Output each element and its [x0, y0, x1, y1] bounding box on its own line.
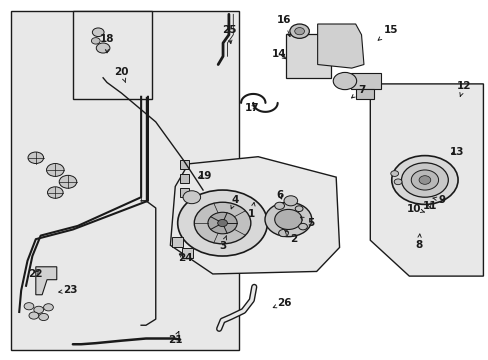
- Text: 4: 4: [230, 195, 238, 209]
- Polygon shape: [170, 157, 339, 274]
- Circle shape: [46, 163, 64, 176]
- Circle shape: [217, 220, 227, 226]
- Text: 13: 13: [448, 147, 463, 157]
- Circle shape: [289, 24, 309, 39]
- Text: 12: 12: [456, 81, 470, 96]
- Circle shape: [284, 196, 297, 206]
- Circle shape: [194, 202, 250, 244]
- Circle shape: [390, 171, 398, 176]
- Circle shape: [207, 212, 237, 234]
- Text: 7: 7: [351, 85, 365, 98]
- Circle shape: [393, 179, 401, 185]
- Text: 17: 17: [244, 103, 259, 113]
- Circle shape: [274, 210, 302, 229]
- Text: 2: 2: [285, 230, 296, 244]
- Circle shape: [274, 202, 284, 210]
- Bar: [355, 89, 373, 99]
- Circle shape: [401, 163, 447, 197]
- Text: 25: 25: [221, 25, 236, 44]
- Text: 14: 14: [271, 49, 286, 59]
- Text: 3: 3: [219, 236, 226, 251]
- Polygon shape: [317, 24, 363, 68]
- Circle shape: [39, 314, 48, 320]
- Circle shape: [295, 206, 303, 212]
- Polygon shape: [369, 84, 483, 276]
- Text: 8: 8: [415, 234, 422, 250]
- Text: 22: 22: [28, 269, 43, 279]
- Text: 18: 18: [100, 35, 114, 53]
- Text: 5: 5: [300, 217, 313, 228]
- Bar: [182, 248, 192, 258]
- Text: 24: 24: [177, 253, 192, 263]
- Text: 11: 11: [422, 201, 436, 211]
- Circle shape: [298, 224, 307, 230]
- Text: 15: 15: [377, 25, 397, 40]
- Bar: [11, 11, 238, 350]
- Text: 19: 19: [197, 171, 211, 181]
- Text: 26: 26: [273, 298, 291, 308]
- Circle shape: [278, 229, 288, 237]
- Bar: [180, 174, 188, 183]
- Circle shape: [91, 38, 100, 44]
- Circle shape: [34, 306, 43, 314]
- Circle shape: [59, 175, 77, 188]
- Circle shape: [183, 191, 200, 204]
- Polygon shape: [36, 267, 57, 295]
- Circle shape: [47, 187, 63, 198]
- Circle shape: [294, 28, 304, 35]
- Text: 20: 20: [114, 67, 129, 82]
- Circle shape: [332, 72, 356, 90]
- Circle shape: [177, 190, 267, 256]
- Bar: [172, 237, 183, 247]
- Circle shape: [391, 156, 457, 204]
- Bar: [73, 11, 152, 99]
- Circle shape: [28, 152, 43, 163]
- Circle shape: [24, 303, 34, 310]
- Text: 23: 23: [59, 285, 77, 296]
- Circle shape: [264, 202, 311, 237]
- Circle shape: [92, 28, 104, 37]
- Text: 10: 10: [406, 204, 424, 214]
- Text: 21: 21: [168, 332, 182, 345]
- Text: 1: 1: [248, 203, 255, 219]
- Circle shape: [418, 176, 430, 184]
- Text: 9: 9: [432, 195, 445, 205]
- Text: 16: 16: [276, 15, 291, 37]
- Bar: [180, 159, 188, 168]
- Bar: [180, 188, 188, 197]
- Circle shape: [410, 170, 438, 190]
- Bar: [285, 34, 330, 78]
- Circle shape: [96, 43, 110, 53]
- Bar: [350, 73, 380, 89]
- Circle shape: [29, 312, 39, 319]
- Text: 6: 6: [275, 190, 283, 200]
- Circle shape: [43, 304, 53, 311]
